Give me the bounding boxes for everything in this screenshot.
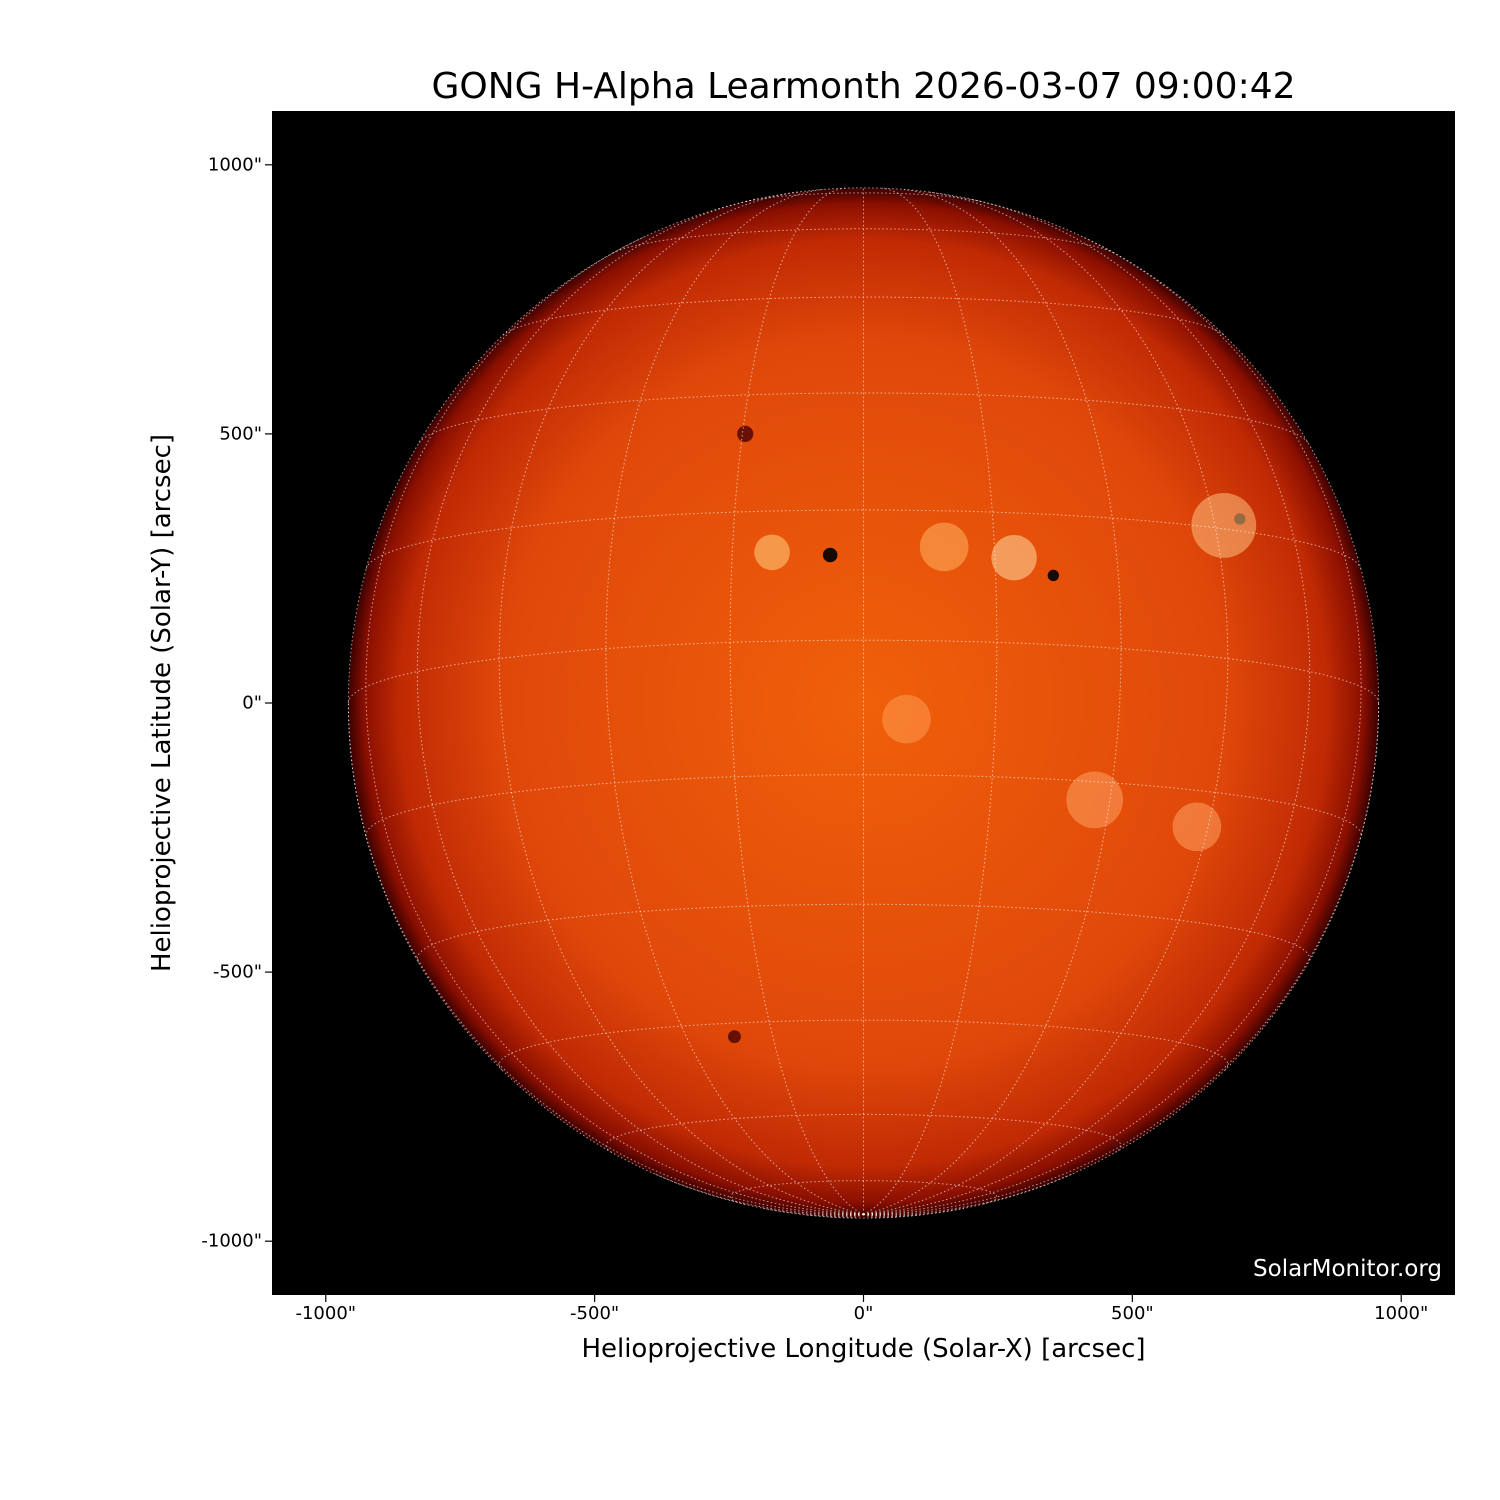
- grid-meridian: [653, 1172, 864, 1216]
- grid-parallel: [365, 774, 1362, 837]
- y-tick-label: -1000": [201, 1230, 262, 1252]
- plage: [754, 534, 790, 571]
- grid-parallel: [729, 1180, 998, 1205]
- plage: [919, 522, 969, 572]
- filament: [727, 1030, 741, 1044]
- grid-meridian: [863, 1213, 921, 1217]
- plage: [991, 535, 1037, 581]
- filament: [737, 425, 754, 443]
- grid-meridian: [863, 703, 1380, 1215]
- grid-meridian: [863, 187, 998, 1215]
- plage: [1066, 771, 1124, 829]
- grid-parallel: [416, 903, 1311, 963]
- limb-outline: [347, 187, 1380, 1219]
- sunspot: [1047, 569, 1059, 582]
- y-axis-label: Helioprojective Latitude (Solar-Y) [arcs…: [147, 433, 177, 973]
- grid-meridian: [806, 1213, 864, 1217]
- grid-meridian: [729, 187, 864, 1215]
- grid-meridian: [847, 1213, 864, 1219]
- grid-meridian: [863, 1213, 880, 1219]
- grid-meridian: [365, 235, 864, 1215]
- solar-disk: [348, 187, 1379, 1219]
- grid-parallel: [605, 1113, 1122, 1153]
- x-tick-label: 0": [853, 1303, 874, 1324]
- y-tick-label: 1000": [207, 154, 262, 176]
- grid-parallel: [612, 228, 1115, 254]
- plage: [882, 694, 931, 744]
- x-tick-label: -500": [570, 1303, 620, 1324]
- y-tick-label: 0": [242, 692, 262, 714]
- grid-parallel: [502, 296, 1225, 336]
- x-tick-label: 1000": [1374, 1303, 1429, 1324]
- grid-parallel: [418, 392, 1309, 443]
- plage: [1172, 802, 1222, 852]
- y-tick-label: -500": [212, 961, 262, 983]
- plage: [1191, 493, 1257, 558]
- watermark: SolarMonitor.org: [1253, 1256, 1442, 1282]
- grid-parallel: [365, 509, 1362, 569]
- x-tick-label: -1000": [295, 1303, 357, 1324]
- chart-title: GONG H-Alpha Learmonth 2026-03-07 09:00:…: [431, 66, 1296, 107]
- x-tick-label: 500": [1111, 1303, 1154, 1324]
- sunspot: [822, 547, 838, 563]
- y-tick-label: 500": [219, 423, 262, 445]
- x-axis-label: Helioprojective Longitude (Solar-X) [arc…: [581, 1334, 1146, 1364]
- grid-meridian: [863, 235, 1362, 1215]
